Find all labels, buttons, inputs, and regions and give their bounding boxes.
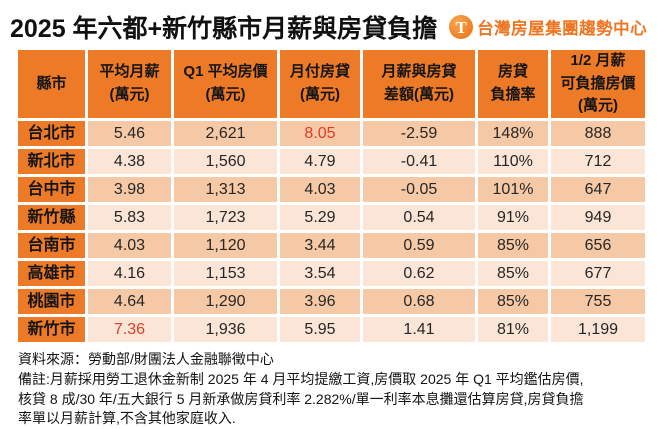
- gap-cell: -0.05: [363, 176, 475, 202]
- table-row: 新竹縣 5.83 1,723 5.29 0.54 91% 949: [18, 204, 645, 230]
- table-row: 桃園市 4.64 1,290 3.96 0.68 85% 755: [18, 288, 645, 314]
- price-cell: 1,723: [174, 204, 277, 230]
- taiwan-housing-logo: T 台灣房屋集團趨勢中心: [449, 15, 647, 39]
- mortgage-cell: 3.96: [280, 288, 360, 314]
- salary-cell: 4.16: [88, 260, 171, 286]
- footnote-line: 核貸 8 成/30 年/五大銀行 5 月新承做房貸利率 2.282%/單一利率本…: [18, 390, 584, 407]
- city-cell: 新竹市: [18, 316, 85, 342]
- ratio-cell: 81%: [478, 316, 548, 342]
- table-row: 台中市 3.98 1,313 4.03 -0.05 101% 647: [18, 176, 645, 202]
- city-cell: 台北市: [18, 120, 85, 146]
- price-cell: 1,120: [174, 232, 277, 258]
- mortgage-cell: 3.54: [280, 260, 360, 286]
- gap-cell: 1.41: [363, 316, 475, 342]
- salary-cell: 5.83: [88, 204, 171, 230]
- table-row: 高雄市 4.16 1,153 3.54 0.62 85% 677: [18, 260, 645, 286]
- price-cell: 1,936: [174, 316, 277, 342]
- ratio-cell: 85%: [478, 232, 548, 258]
- footnote-line: 備註:月薪採用勞工退休金新制 2025 年 4 月平均提繳工資,房價取 2025…: [18, 371, 584, 387]
- price-cell: 1,560: [174, 148, 277, 174]
- price-cell: 2,621: [174, 120, 277, 146]
- salary-cell: 5.46: [88, 120, 171, 146]
- header-monthly-mortgage: 月付房貸 (萬元): [280, 50, 360, 118]
- affordable-cell: 712: [551, 148, 645, 174]
- taiwan-housing-logo-icon: T: [449, 15, 474, 39]
- header-avg-monthly-salary: 平均月薪 (萬元): [88, 50, 171, 118]
- header-affordable-price: 1/2 月薪 可負擔房價 (萬元): [551, 50, 645, 118]
- header-salary-mortgage-gap: 月薪與房貸 差額(萬元): [363, 50, 475, 118]
- city-cell: 高雄市: [18, 260, 85, 286]
- affordable-cell: 1,199: [551, 316, 645, 342]
- salary-cell: 4.64: [88, 288, 171, 314]
- ratio-cell: 85%: [478, 288, 548, 314]
- mortgage-burden-table: 縣市 平均月薪 (萬元) Q1 平均房價 (萬元) 月付房貸 (萬元) 月薪與房…: [15, 47, 648, 345]
- gap-cell: 0.68: [363, 288, 475, 314]
- mortgage-cell: 5.95: [280, 316, 360, 342]
- taiwan-housing-logo-text: 台灣房屋集團趨勢中心: [477, 20, 648, 38]
- footnote-line: 率單以月薪計算,不含其他家庭收入.: [18, 410, 236, 426]
- affordable-cell: 656: [551, 232, 645, 258]
- city-cell: 新竹縣: [18, 204, 85, 230]
- salary-cell: 3.98: [88, 176, 171, 202]
- header-burden-ratio: 房貸 負擔率: [478, 50, 548, 118]
- ratio-cell: 85%: [478, 260, 548, 286]
- salary-cell: 4.38: [88, 148, 171, 174]
- data-source-line: 資料來源：勞動部/財團法人金融聯徵中心: [18, 350, 274, 367]
- affordable-cell: 647: [551, 176, 645, 202]
- table-row: 新北市 4.38 1,560 4.79 -0.41 110% 712: [18, 148, 645, 174]
- table-row: 新竹市 7.36 1,936 5.95 1.41 81% 1,199: [18, 316, 645, 342]
- salary-cell: 7.36: [88, 316, 171, 342]
- table-row: 台南市 4.03 1,120 3.44 0.59 85% 656: [18, 232, 645, 258]
- table-header-row: 縣市 平均月薪 (萬元) Q1 平均房價 (萬元) 月付房貸 (萬元) 月薪與房…: [18, 50, 645, 118]
- gap-cell: 0.54: [363, 204, 475, 230]
- city-cell: 新北市: [18, 148, 85, 174]
- table-row: 台北市 5.46 2,621 8.05 -2.59 148% 888: [18, 120, 645, 146]
- gap-cell: 0.62: [363, 260, 475, 286]
- price-cell: 1,290: [174, 288, 277, 314]
- mortgage-cell: 4.03: [280, 176, 360, 202]
- ratio-cell: 91%: [478, 204, 548, 230]
- ratio-cell: 110%: [478, 148, 548, 174]
- salary-cell: 4.03: [88, 232, 171, 258]
- mortgage-cell: 3.44: [280, 232, 360, 258]
- title-row: 2025 年六都+新竹縣市月薪與房貸負擔 T 台灣房屋集團趨勢中心: [0, 8, 657, 46]
- price-cell: 1,153: [174, 260, 277, 286]
- city-cell: 桃園市: [18, 288, 85, 314]
- affordable-cell: 677: [551, 260, 645, 286]
- city-cell: 台南市: [18, 232, 85, 258]
- ratio-cell: 101%: [478, 176, 548, 202]
- affordable-cell: 755: [551, 288, 645, 314]
- mortgage-cell: 8.05: [280, 120, 360, 146]
- city-cell: 台中市: [18, 176, 85, 202]
- footer: 資料來源：勞動部/財團法人金融聯徵中心 備註:月薪採用勞工退休金新制 2025 …: [18, 350, 657, 429]
- footnote: 備註:月薪採用勞工退休金新制 2025 年 4 月平均提繳工資,房價取 2025…: [18, 370, 657, 429]
- price-cell: 1,313: [174, 176, 277, 202]
- mortgage-cell: 4.79: [280, 148, 360, 174]
- mortgage-cell: 5.29: [280, 204, 360, 230]
- header-q1-avg-house-price: Q1 平均房價 (萬元): [174, 50, 277, 118]
- gap-cell: -2.59: [363, 120, 475, 146]
- page-title: 2025 年六都+新竹縣市月薪與房貸負擔: [10, 15, 438, 43]
- affordable-cell: 949: [551, 204, 645, 230]
- affordable-cell: 888: [551, 120, 645, 146]
- header-city: 縣市: [18, 50, 85, 118]
- gap-cell: 0.59: [363, 232, 475, 258]
- gap-cell: -0.41: [363, 148, 475, 174]
- ratio-cell: 148%: [478, 120, 548, 146]
